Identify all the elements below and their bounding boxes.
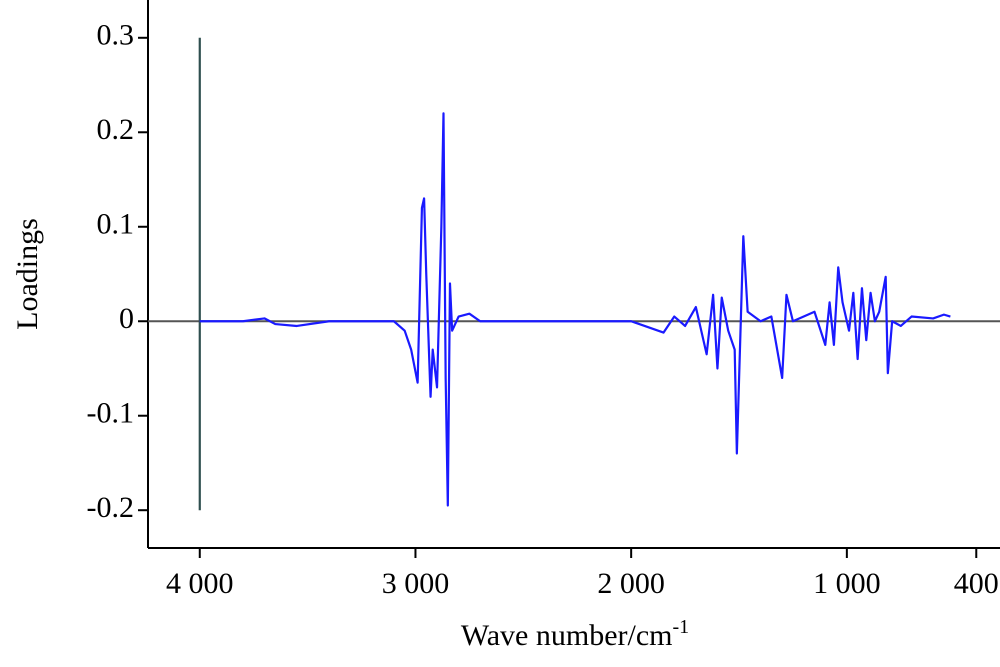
y-tick-label: 0.1 [97, 208, 135, 241]
x-tick-label: 2 000 [597, 567, 665, 600]
x-tick-label: 400 [954, 567, 999, 600]
x-tick-label: 1 000 [813, 567, 881, 600]
y-tick-label: -0.2 [87, 491, 135, 524]
series-line [199, 112, 951, 507]
x-axis-label-text: Wave number/cm [461, 619, 673, 652]
x-axis-label: Wave number/cm-1 [461, 616, 689, 652]
y-tick-label: 0 [119, 302, 134, 335]
x-tick-label: 3 000 [382, 567, 450, 600]
y-tick-label: 0.3 [97, 19, 135, 52]
x-axis-label-superscript: -1 [673, 616, 690, 638]
y-tick-label: 0.2 [97, 113, 135, 146]
y-tick-label: -0.1 [87, 397, 135, 430]
y-axis-label: Loadings [11, 218, 44, 330]
x-tick-label: 4 000 [166, 567, 234, 600]
